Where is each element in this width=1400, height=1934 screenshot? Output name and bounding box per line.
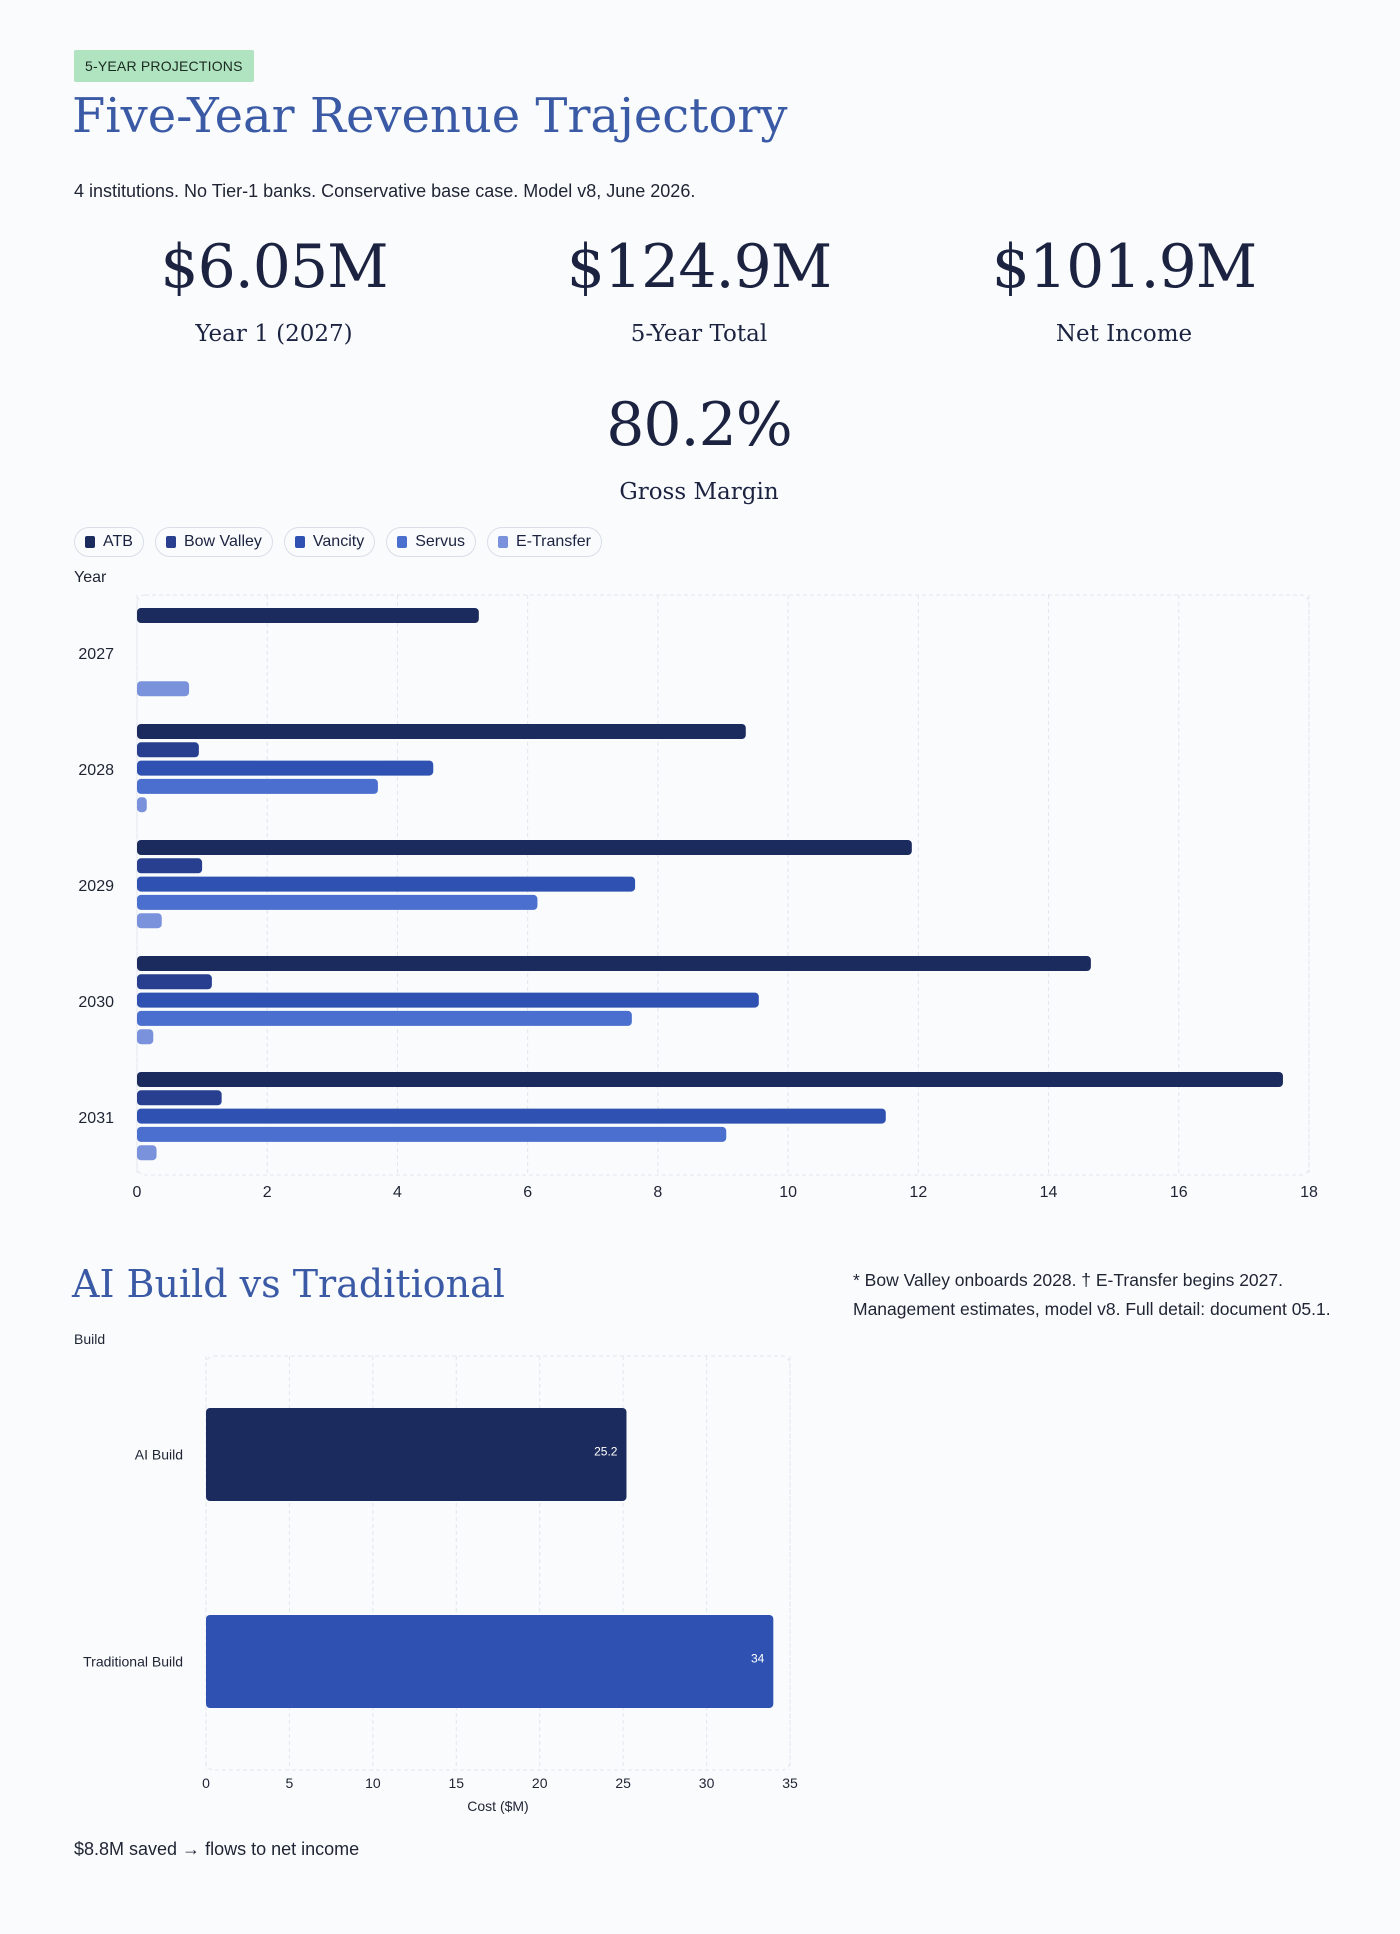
x-tick-label: 30 <box>699 1775 715 1791</box>
legend-label: E-Transfer <box>515 533 591 550</box>
bar-vancity <box>137 1108 886 1124</box>
bar-atb <box>137 956 1091 971</box>
y-tick-label: 2028 <box>78 762 114 779</box>
kpi-value: $6.05M <box>160 232 388 302</box>
bar-traditional-build <box>206 1615 774 1708</box>
legend-item-servus[interactable]: Servus <box>386 527 476 557</box>
legend-item-bow-valley[interactable]: Bow Valley <box>154 527 273 557</box>
bar-servus <box>137 1126 727 1142</box>
revenue-legend: ATB Bow Valley Vancity Servus E-Transfer <box>74 527 602 557</box>
y-axis-title: Build <box>74 1331 105 1347</box>
kpi-label: Net Income <box>1055 321 1193 347</box>
cost-bar-chart: 0 5 10 15 20 25 30 35 Cost ($M) Build AI Build 25.2… <box>74 1331 798 1814</box>
legend-swatch <box>165 536 176 548</box>
kpi-year1: $6.05M Year 1 (2027) <box>64 237 484 347</box>
bar-e-transfer <box>137 797 147 813</box>
bar-e-transfer <box>137 1029 154 1045</box>
kpi-gross-margin: 80.2% Gross Margin <box>489 395 909 505</box>
bar-ai-build <box>206 1408 627 1501</box>
x-tick-label: 12 <box>909 1184 927 1201</box>
bar-e-transfer <box>137 681 190 697</box>
bar-atb <box>137 724 746 739</box>
bar-atb <box>137 1072 1283 1087</box>
y-tick-label: 2031 <box>78 1110 114 1127</box>
kpi-value: 80.2% <box>606 390 793 460</box>
y-axis-title: Year <box>74 569 107 586</box>
bar-e-transfer <box>137 1145 157 1161</box>
x-tick-label: 35 <box>782 1775 798 1791</box>
kpi-label: Gross Margin <box>619 479 779 505</box>
bar-servus <box>137 894 538 910</box>
legend-label: Bow Valley <box>183 533 262 550</box>
x-tick-label: 20 <box>532 1775 548 1791</box>
legend-item-atb[interactable]: ATB <box>74 527 144 557</box>
kpi-label: Year 1 (2027) <box>195 321 353 347</box>
page-subtitle: 4 institutions. No Tier-1 banks. Conserv… <box>74 181 696 201</box>
legend-swatch <box>397 536 408 548</box>
bar-servus <box>137 1010 632 1026</box>
legend-swatch <box>294 536 305 548</box>
x-tick-label: 15 <box>448 1775 464 1791</box>
bar-bow-valley <box>137 1090 222 1106</box>
bar-e-transfer <box>137 913 162 929</box>
x-tick-label: 8 <box>653 1184 662 1201</box>
bar-atb <box>137 608 479 623</box>
data-label: 34 <box>751 1652 765 1666</box>
x-tick-label: 4 <box>393 1184 402 1201</box>
page-title: Five-Year Revenue Trajectory <box>72 88 788 144</box>
kpi-net-income: $101.9M Net Income <box>914 237 1334 347</box>
legend-swatch <box>85 536 95 548</box>
bar-vancity <box>137 760 434 776</box>
y-tick-label: 2030 <box>78 994 114 1011</box>
kpi-label: 5-Year Total <box>630 321 768 347</box>
x-tick-label: 0 <box>133 1184 142 1201</box>
footnote: * Bow Valley onboards 2028. † E-Transfer… <box>853 1270 1331 1319</box>
x-tick-label: 0 <box>202 1775 210 1791</box>
legend-item-vancity[interactable]: Vancity <box>283 527 376 557</box>
x-tick-label: 14 <box>1040 1184 1058 1201</box>
bar-bow-valley <box>137 858 203 874</box>
kpi-five-year-total: $124.9M 5-Year Total <box>489 237 909 347</box>
x-tick-label: 18 <box>1300 1184 1318 1201</box>
y-tick-label: AI Build <box>135 1447 183 1463</box>
y-tick-label: Traditional Build <box>83 1654 183 1670</box>
bar-servus <box>137 778 378 794</box>
section-title-ai-vs-traditional: AI Build vs Traditional <box>72 1262 505 1306</box>
bar-bow-valley <box>137 974 212 990</box>
x-axis-title: Cost ($M) <box>467 1798 528 1814</box>
savings-note: $8.8M saved → flows to net income <box>74 1839 360 1859</box>
x-tick-label: 10 <box>365 1775 381 1791</box>
legend-label: Servus <box>415 533 465 550</box>
section-badge: 5-YEAR PROJECTIONS <box>74 50 254 82</box>
legend-label: Vancity <box>312 533 365 550</box>
bar-vancity <box>137 992 759 1008</box>
bar-vancity <box>137 876 636 892</box>
kpi-value: $124.9M <box>566 232 832 302</box>
y-tick-label: 2027 <box>78 646 114 663</box>
x-tick-label: 10 <box>779 1184 797 1201</box>
legend-label: ATB <box>103 533 133 550</box>
data-label: 25.2 <box>594 1445 618 1459</box>
revenue-bar-chart: 0 2 4 6 8 10 12 14 16 18 Year 2027 2028 2029 2030 2031 <box>74 569 1318 1201</box>
legend-item-e-transfer[interactable]: E-Transfer <box>486 527 602 557</box>
kpi-value: $101.9M <box>991 232 1257 302</box>
bar-bow-valley <box>137 742 199 758</box>
x-tick-label: 25 <box>615 1775 631 1791</box>
x-tick-label: 2 <box>263 1184 272 1201</box>
legend-swatch <box>497 536 508 548</box>
x-tick-label: 5 <box>286 1775 294 1791</box>
bar-atb <box>137 840 912 855</box>
y-tick-label: 2029 <box>78 878 114 895</box>
x-tick-label: 6 <box>523 1184 532 1201</box>
x-tick-label: 16 <box>1170 1184 1188 1201</box>
